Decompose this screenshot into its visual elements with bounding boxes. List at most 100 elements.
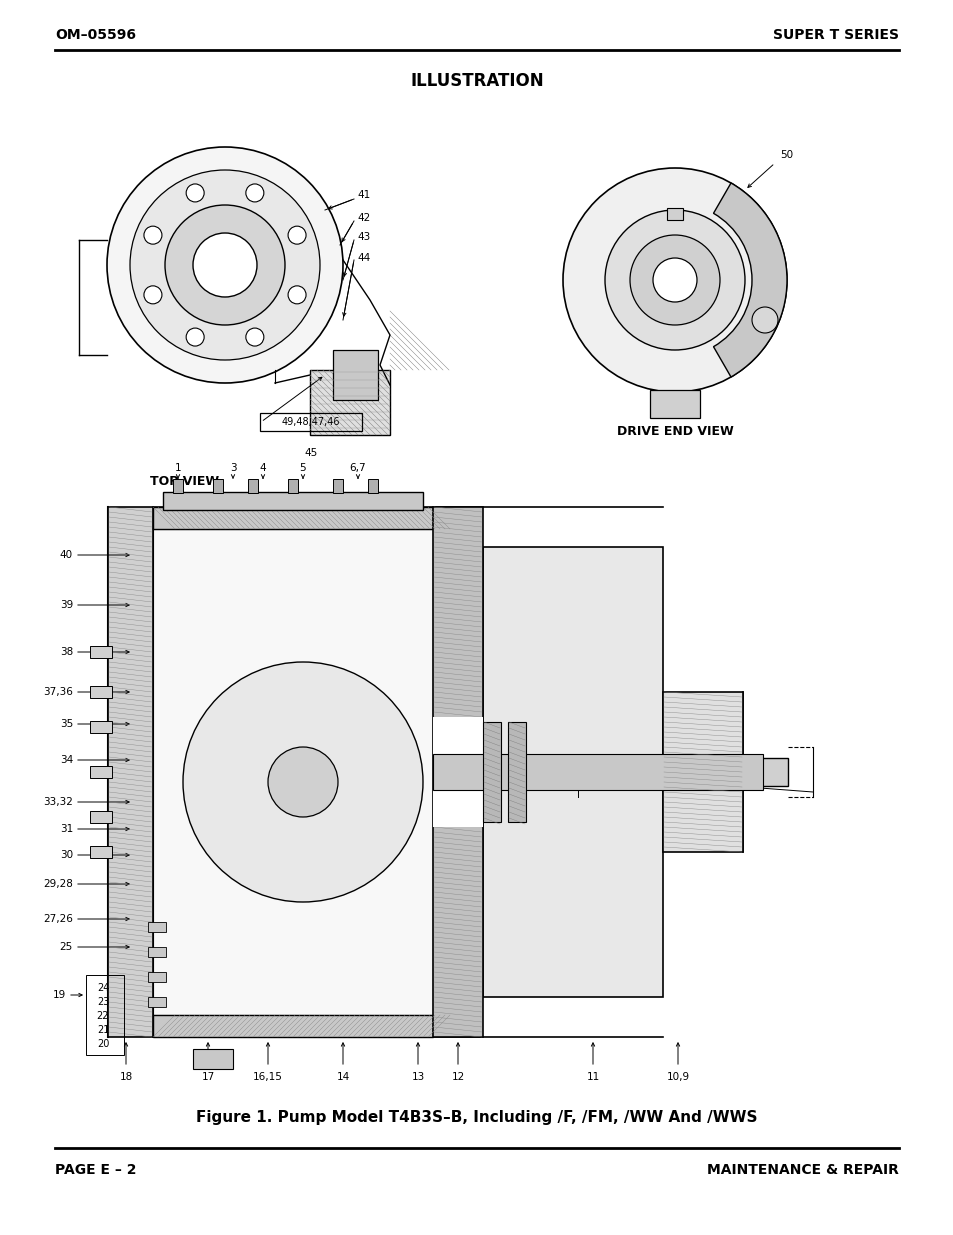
Text: 12: 12 [451,1072,464,1082]
Text: 42: 42 [356,212,370,224]
Bar [98,467,807,1067]
Bar [742,758,787,785]
Bar [310,370,390,435]
Circle shape [144,285,162,304]
Bar [649,390,700,417]
Circle shape [751,308,778,333]
Circle shape [165,205,285,325]
Circle shape [107,147,343,383]
Text: 43: 43 [356,232,370,242]
Text: 45: 45 [304,448,317,458]
Text: 41: 41 [356,190,370,200]
Text: 4: 4 [259,463,266,473]
Bar [90,646,112,658]
Bar [368,479,377,493]
Circle shape [186,184,204,203]
Circle shape [183,662,422,902]
Text: 39: 39 [60,600,73,610]
Bar [86,974,124,1055]
Bar [152,529,433,1015]
Circle shape [186,329,204,346]
Circle shape [604,210,744,350]
Text: PAGE E – 2: PAGE E – 2 [55,1163,136,1177]
Text: 33,32: 33,32 [43,797,73,806]
Text: SUPER T SERIES: SUPER T SERIES [772,28,898,42]
Bar [108,508,152,1037]
Text: 25: 25 [60,942,73,952]
Bar [666,207,682,220]
Text: 35: 35 [60,719,73,729]
Text: 38: 38 [60,647,73,657]
Text: 16,15: 16,15 [253,1072,283,1082]
Bar [148,923,166,932]
Bar [507,722,525,823]
Text: MAINTENANCE & REPAIR: MAINTENANCE & REPAIR [706,1163,898,1177]
Circle shape [288,285,306,304]
Bar [433,718,482,827]
Bar [90,685,112,698]
Text: Figure 1. Pump Model T4B3S–B, Including /F, /FM, /WW And /WWS: Figure 1. Pump Model T4B3S–B, Including … [196,1110,757,1125]
Bar [148,947,166,957]
Circle shape [246,329,264,346]
Bar [152,508,433,529]
Text: 8: 8 [574,767,580,777]
Text: 44: 44 [356,253,370,263]
Bar [482,547,662,997]
Bar [662,692,742,852]
Wedge shape [713,183,786,377]
Text: 40: 40 [60,550,73,559]
Circle shape [562,168,786,391]
Circle shape [144,226,162,245]
Circle shape [268,747,337,818]
Text: OM–05596: OM–05596 [55,28,136,42]
Text: 13: 13 [411,1072,424,1082]
Text: 22: 22 [96,1011,110,1021]
Bar [193,1049,233,1070]
Text: 24: 24 [96,983,109,993]
Text: 14: 14 [336,1072,349,1082]
Bar [90,846,112,858]
Text: 2: 2 [624,767,631,777]
Text: 1: 1 [174,463,181,473]
Bar [433,508,482,1037]
Circle shape [246,184,264,203]
Text: TOP VIEW: TOP VIEW [151,475,219,488]
Circle shape [193,233,256,296]
Bar [172,479,183,493]
Text: 19: 19 [52,990,66,1000]
Text: 5: 5 [299,463,306,473]
Bar [333,479,343,493]
Text: 37,36: 37,36 [43,687,73,697]
Text: ILLUSTRATION: ILLUSTRATION [410,72,543,90]
Bar [482,722,500,823]
Circle shape [130,170,319,359]
Bar [90,721,112,734]
Text: 18: 18 [119,1072,132,1082]
Text: 20: 20 [96,1039,109,1049]
Bar [148,972,166,982]
Bar [152,1015,433,1037]
Bar [163,492,422,510]
Text: 3: 3 [230,463,236,473]
Text: 21: 21 [96,1025,109,1035]
Text: 6,7: 6,7 [350,463,366,473]
Text: 11: 11 [586,1072,599,1082]
Bar [248,479,257,493]
Circle shape [288,226,306,245]
Text: 50: 50 [780,149,792,161]
Bar [148,997,166,1007]
Text: 27,26: 27,26 [43,914,73,924]
Text: 10,9: 10,9 [666,1072,689,1082]
Bar [333,350,377,400]
Bar [90,811,112,823]
Text: 29,28: 29,28 [43,879,73,889]
Text: 31: 31 [60,824,73,834]
Circle shape [629,235,720,325]
Text: 17: 17 [201,1072,214,1082]
Bar [90,766,112,778]
Text: 23: 23 [96,997,109,1007]
Bar [288,479,297,493]
Text: DRIVE END VIEW: DRIVE END VIEW [616,425,733,438]
Bar [213,479,223,493]
Bar [260,412,361,431]
